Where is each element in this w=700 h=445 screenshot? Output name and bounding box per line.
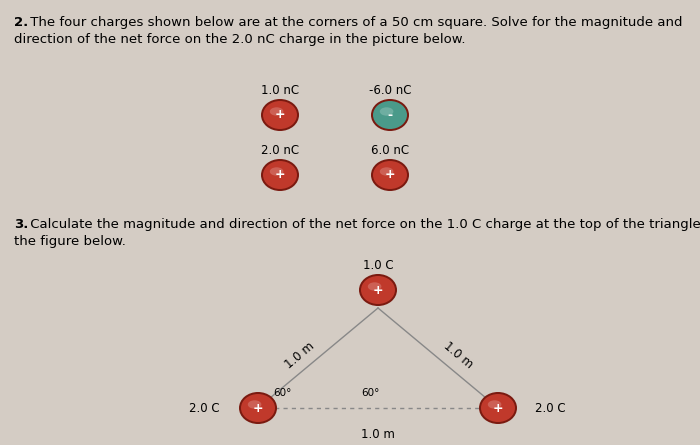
Text: the figure below.: the figure below. xyxy=(14,235,126,248)
Ellipse shape xyxy=(270,167,284,176)
Text: direction of the net force on the 2.0 nC charge in the picture below.: direction of the net force on the 2.0 nC… xyxy=(14,33,466,46)
Text: Calculate the magnitude and direction of the net force on the 1.0 C charge at th: Calculate the magnitude and direction of… xyxy=(26,218,700,231)
Ellipse shape xyxy=(263,101,297,129)
Text: 1.0 nC: 1.0 nC xyxy=(261,84,299,97)
Text: +: + xyxy=(253,401,263,414)
Ellipse shape xyxy=(270,107,284,116)
Ellipse shape xyxy=(263,161,297,189)
Ellipse shape xyxy=(371,159,409,191)
Text: The four charges shown below are at the corners of a 50 cm square. Solve for the: The four charges shown below are at the … xyxy=(26,16,682,29)
Text: -: - xyxy=(387,109,393,121)
Text: 2.0 nC: 2.0 nC xyxy=(261,144,299,157)
Text: 1.0 m: 1.0 m xyxy=(283,339,317,371)
Text: 60°: 60° xyxy=(360,388,379,398)
Ellipse shape xyxy=(380,107,393,116)
Text: 3.: 3. xyxy=(14,218,29,231)
Text: 2.0 C: 2.0 C xyxy=(190,401,220,414)
Ellipse shape xyxy=(368,282,382,291)
Text: -6.0 nC: -6.0 nC xyxy=(369,84,412,97)
Text: 1.0 m: 1.0 m xyxy=(441,339,475,371)
Text: 6.0 nC: 6.0 nC xyxy=(371,144,409,157)
Ellipse shape xyxy=(488,400,501,409)
Ellipse shape xyxy=(361,276,395,304)
Text: +: + xyxy=(372,283,384,296)
Text: 1.0 C: 1.0 C xyxy=(363,259,393,272)
Text: +: + xyxy=(493,401,503,414)
Text: 2.: 2. xyxy=(14,16,28,29)
Ellipse shape xyxy=(241,394,275,422)
Ellipse shape xyxy=(261,99,299,131)
Text: +: + xyxy=(274,169,286,182)
Ellipse shape xyxy=(373,161,407,189)
Ellipse shape xyxy=(481,394,515,422)
Text: 2.0 C: 2.0 C xyxy=(535,401,566,414)
Ellipse shape xyxy=(371,99,409,131)
Ellipse shape xyxy=(359,274,397,306)
Text: 1.0 m: 1.0 m xyxy=(361,428,395,441)
Ellipse shape xyxy=(373,101,407,129)
Ellipse shape xyxy=(248,400,261,409)
Text: +: + xyxy=(274,109,286,121)
Ellipse shape xyxy=(479,392,517,424)
Text: 60°: 60° xyxy=(273,388,291,398)
Ellipse shape xyxy=(261,159,299,191)
Ellipse shape xyxy=(239,392,277,424)
Text: +: + xyxy=(385,169,396,182)
Ellipse shape xyxy=(380,167,393,176)
